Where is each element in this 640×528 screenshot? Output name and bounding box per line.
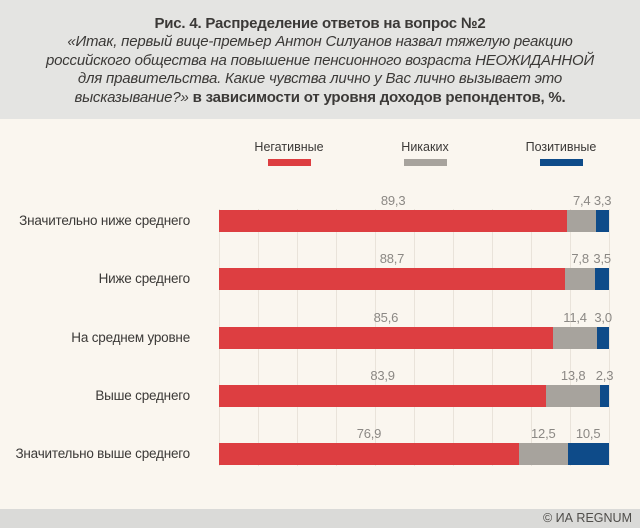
value-label-none: 12,5 [531, 426, 556, 441]
title-bold-tail: в зависимости от уровня доходов репонден… [192, 88, 566, 106]
legend-item-negative: Негативные [229, 140, 349, 166]
bar-segment-negative [219, 327, 553, 349]
value-label-none: 13,8 [560, 368, 586, 383]
question-quote-line-1: «Итак, первый вице-премьер Антон Силуано… [67, 33, 573, 50]
value-label-none: 7,8 [571, 251, 589, 266]
bar-segment-positive [596, 210, 609, 232]
gridline [609, 209, 610, 466]
question-quote-line-4: высказывание?» в зависимости от уровня до… [0, 89, 640, 108]
value-label-positive: 3,0 [594, 310, 612, 325]
value-label-none: 7,4 [572, 193, 591, 208]
value-label-negative: 83,9 [370, 368, 395, 383]
bar-segment-positive [595, 268, 609, 290]
value-label-negative: 88,7 [379, 251, 405, 266]
bar-segment-none [564, 268, 596, 290]
bar-segment-negative [219, 443, 519, 465]
value-label-none: 11,4 [563, 310, 587, 325]
legend-label: Негативные [254, 140, 324, 154]
category-label: Выше среднего [95, 388, 190, 403]
footer-bar: © ИА REGNUM [0, 509, 640, 528]
question-quote-tail: высказывание?» [74, 88, 189, 106]
value-label-negative: 85,6 [373, 310, 399, 325]
category-label: Ниже среднего [98, 271, 191, 286]
value-label-positive: 10,5 [575, 426, 601, 441]
bar-segment-negative [219, 385, 547, 407]
bar-segment-none [546, 385, 601, 407]
legend-item-positive: Позитивные [501, 140, 621, 166]
value-label-positive: 2,3 [595, 368, 614, 383]
value-label-positive: 3,3 [593, 193, 612, 208]
bar-segment-positive [600, 385, 609, 407]
value-label-negative: 76,9 [356, 426, 382, 441]
bar-segment-negative [219, 268, 565, 290]
bar-segment-positive [567, 443, 609, 465]
bar-segment-negative [219, 210, 568, 232]
value-label-positive: 3,5 [593, 251, 611, 266]
legend-swatch-none [403, 159, 447, 166]
category-label: Значительно выше среднего [15, 446, 190, 461]
title-block: Рис. 4. Распределение ответов на вопрос … [0, 0, 640, 119]
legend-swatch-positive [539, 159, 583, 166]
value-label-negative: 89,3 [380, 193, 406, 208]
bar-segment-positive [597, 327, 609, 349]
source-credit: © ИА REGNUM [542, 511, 632, 525]
category-label: Значительно ниже среднего [19, 213, 190, 228]
bar-segment-none [567, 210, 597, 232]
question-quote-line-2: российского общества на повышение пенсио… [45, 51, 595, 69]
legend-item-none: Никаких [365, 140, 485, 166]
figure-title: Рис. 4. Распределение ответов на вопрос … [154, 15, 486, 32]
bar-segment-none [552, 327, 598, 349]
legend-label: Позитивные [525, 140, 597, 154]
category-label: На среднем уровне [71, 330, 190, 345]
bar-segment-none [518, 443, 568, 465]
legend-swatch-negative [267, 159, 311, 166]
legend-label: Никаких [401, 140, 449, 154]
question-quote-line-3: для правительства. Какие чувства лично у… [77, 70, 563, 87]
